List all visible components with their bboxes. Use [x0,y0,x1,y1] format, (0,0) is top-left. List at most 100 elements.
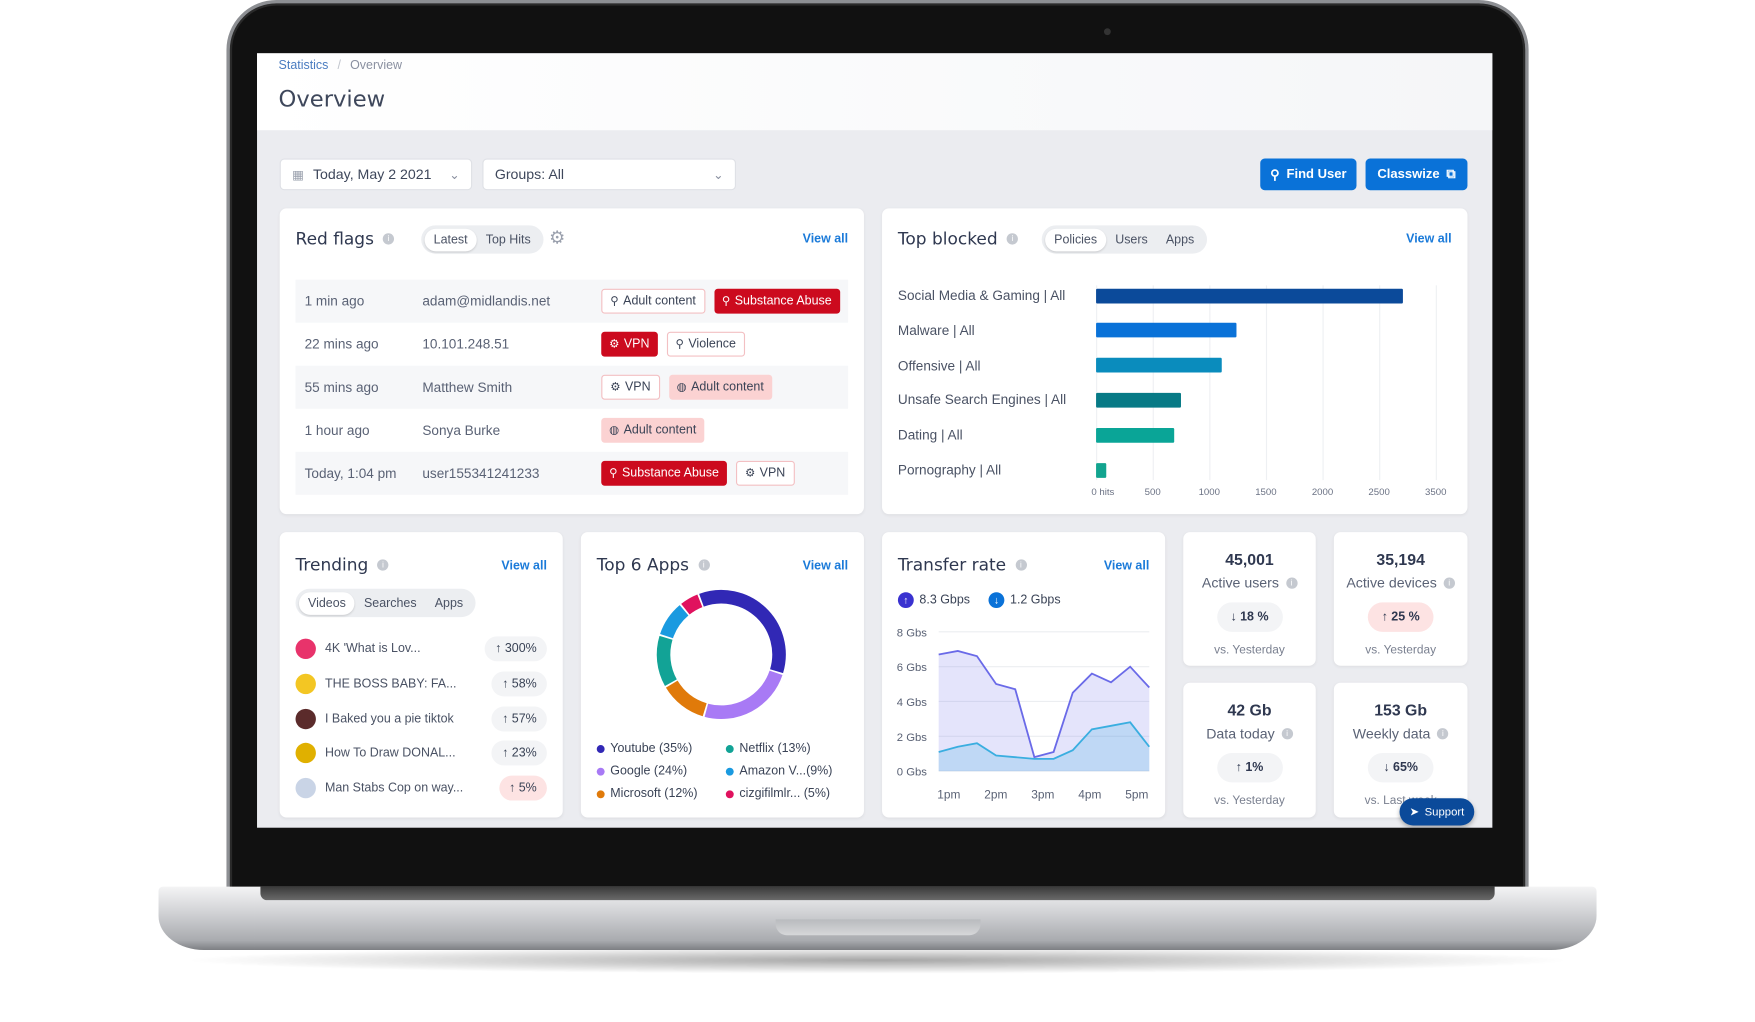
info-icon[interactable]: i [1285,577,1298,589]
top-apps-view-all[interactable]: View all [802,559,849,573]
trending-heading: Trending [295,554,369,576]
y-tick-label: 8 Gbs [897,627,928,639]
bar[interactable] [1096,462,1107,478]
chevron-down-icon: ⌄ [449,168,460,182]
info-icon[interactable]: i [698,559,710,571]
top-blocked-view-all[interactable]: View all [1406,232,1452,246]
donut-slice[interactable] [660,605,689,639]
y-tick-label: 4 Gbs [897,697,928,709]
flag-user[interactable]: Sonya Burke [422,422,501,439]
tab-apps[interactable]: Apps [1165,232,1195,247]
breadcrumb-separator: / [337,58,341,73]
bar[interactable] [1096,427,1175,443]
flag-tags: ⚲ Substance Abuse ⚙ VPN [601,460,795,486]
x-tick-label: 1500 [1255,485,1277,498]
bar-category-label: Unsafe Search Engines | All [897,392,1067,409]
trending-view-all[interactable]: View all [501,559,547,573]
flag-tag[interactable]: ⚲ Adult content [601,288,705,314]
support-button[interactable]: ➤ Support [1399,798,1475,826]
y-tick-label: 2 Gbs [897,732,928,744]
red-flag-row[interactable]: 1 min ago adam@midlandis.net ⚲ Adult conten… [295,279,849,323]
info-icon[interactable]: i [1006,233,1019,245]
tab-latest[interactable]: Latest [424,228,477,251]
info-icon[interactable]: i [377,559,389,571]
legend-item: Microsoft (12%) [596,786,698,801]
flag-tag[interactable]: ⚲ Substance Abuse [601,460,727,486]
bar[interactable] [1096,357,1222,373]
video-thumbnail-icon [295,778,316,799]
date-select[interactable]: ▦ Today, May 2 2021 ⌄ [279,158,473,191]
info-icon[interactable]: i [1437,728,1449,740]
trending-item[interactable]: I Baked you a pie tiktok ↑ 57% [295,705,547,732]
donut-slice[interactable] [704,670,783,719]
download-rate: ↓ 1.2 Gbps [988,592,1061,609]
info-icon[interactable]: i [1015,559,1027,571]
gear-icon: ⚙ [745,467,756,480]
grid-line [1322,285,1324,481]
gear-icon[interactable]: ⚙ [549,228,566,248]
flag-tags: ◍ Adult content [601,417,705,443]
legend-label: Microsoft (12%) [610,786,698,801]
transfer-rate-view-all[interactable]: View all [1103,559,1150,573]
legend-label: Netflix (13%) [739,741,811,756]
red-flag-row[interactable]: Today, 1:04 pm user155341241233 ⚲ Substance… [295,451,849,495]
red-flag-row[interactable]: 22 mins ago 10.101.248.51 ⚙ VPN ⚲ Violence [296,323,849,366]
trending-change: ↑ 58% [491,671,547,697]
flag-tag[interactable]: ⚙ VPN [735,460,795,486]
red-flag-row[interactable]: 1 hour ago Sonya Burke ◍ Adult content [296,409,849,452]
trending-title: Trending i [296,555,389,575]
flag-user[interactable]: user155341241233 [422,465,540,482]
grid-line [1209,285,1211,481]
trending-tabs: Videos Searches Apps [295,588,476,618]
flag-tag[interactable]: ◍ Adult content [668,374,772,400]
bar[interactable] [1096,392,1181,408]
tab-searches[interactable]: Searches [363,596,417,610]
flag-user[interactable]: Matthew Smith [422,379,513,396]
groups-select[interactable]: Groups: All ⌄ [482,158,736,191]
stat-comparison: vs. Yesterday [1214,793,1285,808]
trending-item[interactable]: Man Stabs Cop on way... ↑ 5% [295,775,547,802]
donut-slice[interactable] [699,589,786,674]
flag-tag[interactable]: ⚙ VPN [601,331,658,357]
bar[interactable] [1096,288,1403,303]
info-icon[interactable]: i [1443,577,1455,589]
trending-item[interactable]: How To Draw DONAL... ↑ 23% [295,740,547,767]
trending-item[interactable]: 4K 'What is Lov... ↑ 300% [295,635,547,662]
red-flag-row[interactable]: 55 mins ago Matthew Smith ⚙ VPN ◍ Adult conte… [295,365,849,409]
tab-top-hits[interactable]: Top Hits [485,232,531,247]
laptop-notch [775,919,981,936]
grid-line [1152,285,1154,481]
find-user-button[interactable]: ⚲ Find User [1260,158,1357,191]
y-tick-label: 0 Gbs [897,767,928,779]
tab-policies[interactable]: Policies [1045,228,1107,251]
info-icon[interactable]: i [1281,728,1293,740]
grid-line [1379,285,1381,481]
trending-title: How To Draw DONAL... [324,746,456,761]
flag-tag[interactable]: ⚲ Substance Abuse [713,288,840,314]
info-icon[interactable]: i [383,233,395,245]
stat-value: 153 Gb [1374,700,1428,720]
video-thumbnail-icon [295,743,316,764]
flag-user[interactable]: 10.101.248.51 [422,336,510,353]
flag-tag[interactable]: ◍ Adult content [601,417,705,443]
classwize-label: Classwize [1377,167,1440,182]
red-flags-view-all[interactable]: View all [802,232,849,246]
flag-tag[interactable]: ⚲ Violence [666,331,745,357]
donut-slice[interactable] [681,594,703,615]
download-value: 1.2 Gbps [1010,593,1061,607]
legend-label: cizgifilmlr... (5%) [739,786,831,801]
breadcrumb-statistics[interactable]: Statistics [278,58,329,73]
x-tick-label: 1pm [937,787,960,801]
flag-user[interactable]: adam@midlandis.net [422,293,551,310]
tab-users[interactable]: Users [1115,232,1148,247]
search-icon: ⚲ [721,294,731,308]
tab-videos[interactable]: Videos [298,591,355,615]
page-header [257,53,1493,131]
trending-item[interactable]: THE BOSS BABY: FA... ↑ 58% [295,670,547,697]
tab-apps[interactable]: Apps [434,596,464,610]
donut-slice[interactable] [656,635,677,686]
flag-tag[interactable]: ⚙ VPN [601,374,660,400]
classwize-button[interactable]: Classwize ⧉ [1365,158,1468,191]
bar[interactable] [1096,323,1237,338]
donut-slice[interactable] [665,680,707,717]
